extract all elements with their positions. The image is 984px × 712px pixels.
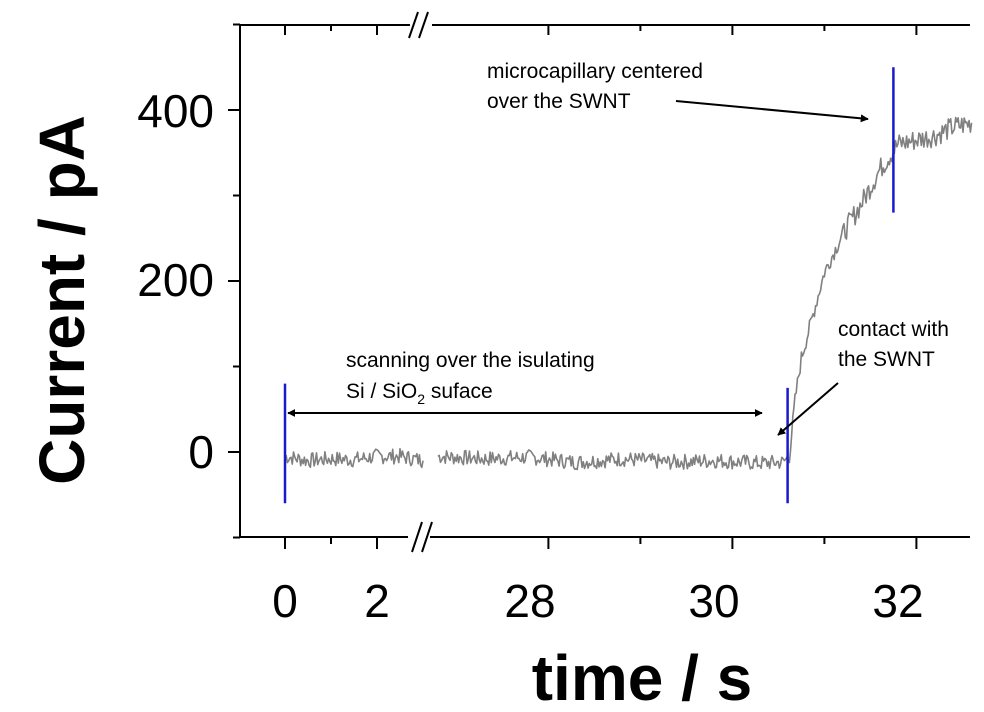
subscript: 2 [417,391,425,407]
ticks [228,23,918,549]
annotation-text: the SWNT [838,348,935,371]
x-tick-label: 0 [272,575,298,627]
x-tick-label: 32 [872,575,923,627]
annotation-arrow [675,100,869,123]
annotation-contact: contact with the SWNT [777,318,949,436]
annotation-scanning: scanning over the isulating Si / SiO2 su… [287,349,763,417]
annotation-text: microcapillary centered [487,60,703,83]
y-tick-label: 400 [137,85,214,137]
tick-labels: 0 200 400 0 2 28 30 32 [137,85,923,627]
annotation-microcapillary: microcapillary centered over the SWNT [487,60,869,123]
annotation-text: over the SWNT [487,90,631,113]
axis-break-marks-bottom [411,521,433,553]
x-axis-title: time / s [532,642,753,712]
annotation-text: Si / SiO2 suface [346,380,493,407]
y-tick-label: 200 [137,254,214,306]
current-trace [284,447,424,469]
x-tick-label: 2 [364,575,390,627]
annotation-text: contact with [838,318,949,341]
y-axis-title: Current / pA [26,115,98,485]
x-tick-label: 28 [504,575,555,627]
y-tick-label: 0 [188,426,214,478]
current-trace [437,116,973,471]
annotations: microcapillary centered over the SWNT co… [287,60,949,436]
annotation-arrow [777,382,839,436]
vertical-markers [283,67,895,504]
x-tick-label: 30 [688,575,739,627]
axis-break-marks-top [408,11,429,39]
annotation-text-part: Si / SiO [346,380,417,403]
series-layer [284,116,973,471]
annotation-text-part: suface [425,380,493,403]
annotation-text: scanning over the isulating [346,349,595,372]
